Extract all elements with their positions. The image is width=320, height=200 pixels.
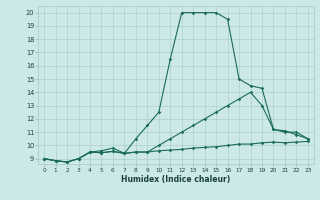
X-axis label: Humidex (Indice chaleur): Humidex (Indice chaleur) [121,175,231,184]
